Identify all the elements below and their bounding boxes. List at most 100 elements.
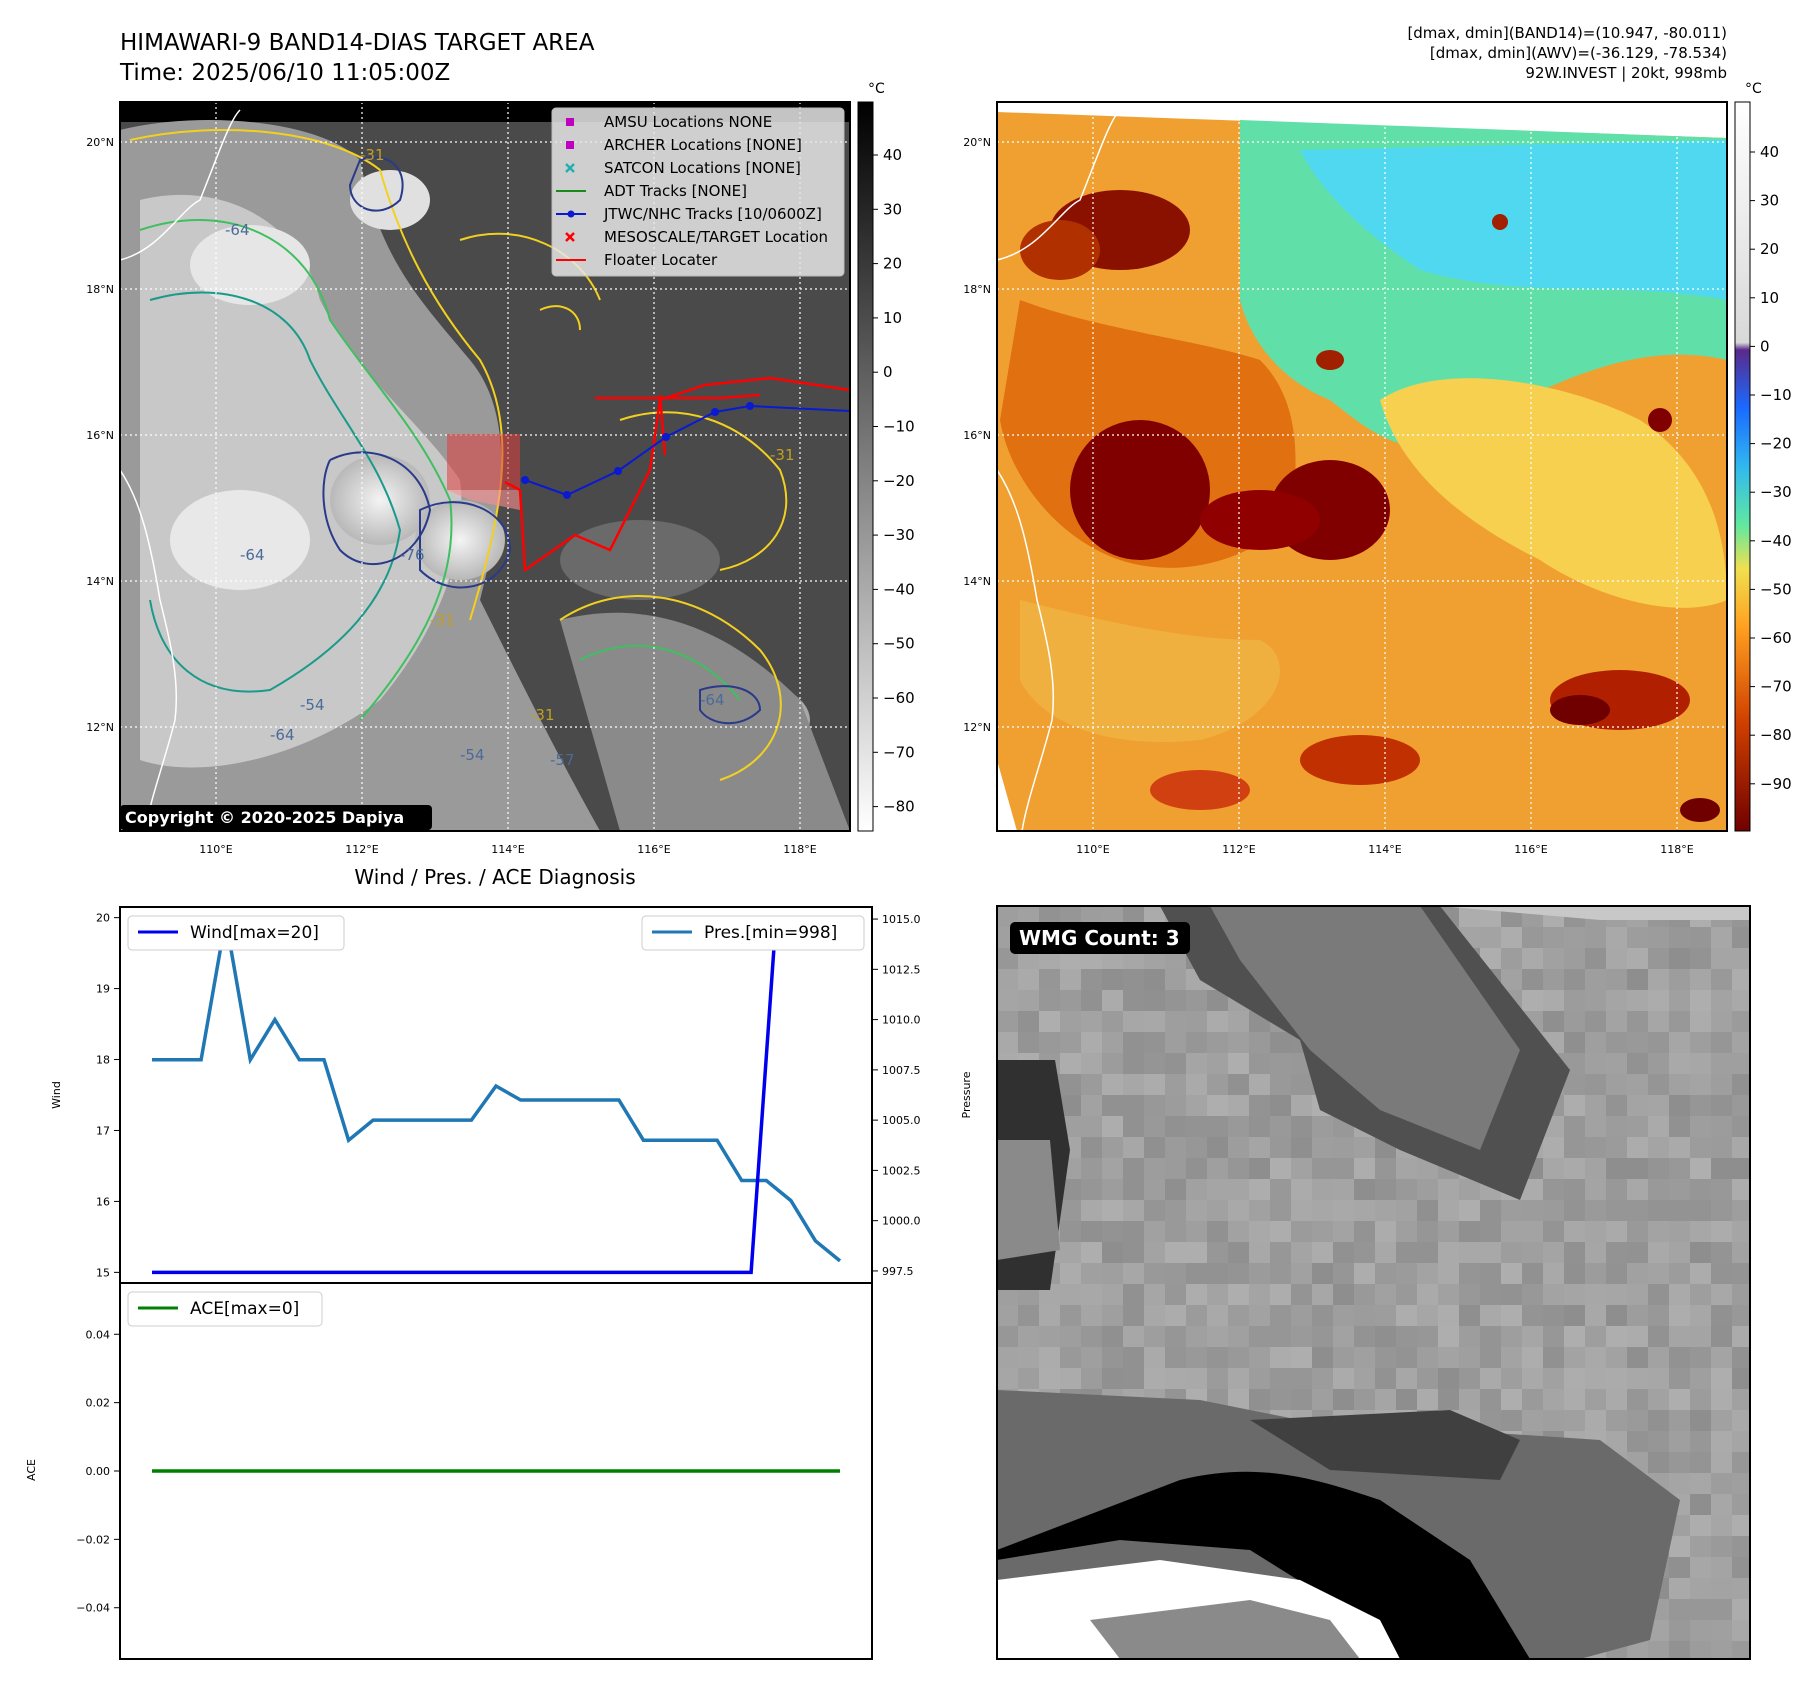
wmg-cell xyxy=(1459,1263,1480,1284)
wmg-cell xyxy=(1564,1053,1585,1074)
wmg-cell xyxy=(1165,1032,1186,1053)
wmg-cell xyxy=(1312,1284,1333,1305)
wmg-cell xyxy=(1228,1368,1249,1389)
lat-tick: 18°N xyxy=(86,283,114,296)
wmg-cell xyxy=(1732,1494,1750,1515)
wmg-cell xyxy=(1060,969,1081,990)
lon-tick: 110°E xyxy=(199,843,232,856)
wmg-cell xyxy=(1585,1326,1606,1347)
wmg-cell xyxy=(1501,948,1522,969)
wmg-cell xyxy=(1585,948,1606,969)
wmg-cell xyxy=(1039,1368,1060,1389)
wmg-cell xyxy=(1690,1452,1711,1473)
wmg-cell xyxy=(1186,1242,1207,1263)
wmg-cell xyxy=(1732,1137,1750,1158)
wmg-cell xyxy=(1564,1347,1585,1368)
wmg-cell xyxy=(997,969,1018,990)
wmg-cell xyxy=(1249,1242,1270,1263)
contour-label: -31 xyxy=(360,146,385,164)
wmg-cell xyxy=(1690,948,1711,969)
wmg-cell xyxy=(1648,1305,1669,1326)
wmg-cell xyxy=(1018,906,1039,927)
wmg-cell xyxy=(1711,1200,1732,1221)
wmg-cell xyxy=(1186,1200,1207,1221)
wmg-cell xyxy=(1522,1200,1543,1221)
wmg-cell xyxy=(1354,1389,1375,1410)
wmg-cell xyxy=(1228,1242,1249,1263)
wmg-cell xyxy=(1543,1326,1564,1347)
wmg-cell xyxy=(1690,1221,1711,1242)
wmg-cell xyxy=(1228,1158,1249,1179)
wmg-cell xyxy=(1501,1347,1522,1368)
info-storm: 92W.INVEST | 20kt, 998mb xyxy=(1525,64,1727,82)
wmg-cell xyxy=(1312,1368,1333,1389)
wmg-cell xyxy=(1102,1053,1123,1074)
wmg-cell xyxy=(1354,1137,1375,1158)
wmg-cell xyxy=(1543,1263,1564,1284)
wmg-cell xyxy=(1123,1011,1144,1032)
wmg-cell xyxy=(1690,1389,1711,1410)
ace-tick-label: −0.04 xyxy=(76,1602,110,1615)
wmg-cell xyxy=(1165,1263,1186,1284)
wmg-cell xyxy=(1564,927,1585,948)
wmg-cell xyxy=(1480,1263,1501,1284)
wmg-cell xyxy=(1060,1179,1081,1200)
wmg-cell xyxy=(1060,1347,1081,1368)
wmg-cell xyxy=(1333,1368,1354,1389)
wmg-cell xyxy=(1186,1074,1207,1095)
wmg-cell xyxy=(1711,1095,1732,1116)
wmg-cell xyxy=(1501,1221,1522,1242)
wmg-cell xyxy=(1459,1326,1480,1347)
wmg-cell xyxy=(1165,1095,1186,1116)
wmg-cell xyxy=(1228,1389,1249,1410)
wmg-cell xyxy=(1480,1389,1501,1410)
wmg-cell xyxy=(1207,1137,1228,1158)
wmg-cell xyxy=(1585,1242,1606,1263)
wmg-cell xyxy=(1186,1368,1207,1389)
contour-label: -54 xyxy=(460,746,485,764)
wmg-cell xyxy=(1690,1368,1711,1389)
wmg-cell xyxy=(1438,1200,1459,1221)
wmg-cell xyxy=(1606,948,1627,969)
contour-label: -54 xyxy=(300,696,325,714)
colorbar-tick-label: 10 xyxy=(1760,289,1779,307)
wmg-cell xyxy=(1123,1326,1144,1347)
wmg-cell xyxy=(1690,1053,1711,1074)
wmg-cell xyxy=(1606,1158,1627,1179)
wmg-cell xyxy=(1648,1284,1669,1305)
wmg-cell xyxy=(1312,1305,1333,1326)
wmg-cell xyxy=(1039,1011,1060,1032)
wmg-cell xyxy=(1249,1032,1270,1053)
wmg-cell xyxy=(1606,1263,1627,1284)
ace-legend: ACE[max=0] xyxy=(127,1291,323,1327)
wmg-cell xyxy=(1039,969,1060,990)
wmg-cell xyxy=(1123,969,1144,990)
wmg-cell xyxy=(1711,1116,1732,1137)
wmg-cell xyxy=(1732,1095,1750,1116)
wmg-cell xyxy=(1606,1347,1627,1368)
colorbar-tick-label: 40 xyxy=(1760,143,1779,161)
wmg-cell xyxy=(1081,1200,1102,1221)
wmg-cell xyxy=(1081,1116,1102,1137)
wmg-cell xyxy=(1564,1305,1585,1326)
wmg-cell xyxy=(1228,1074,1249,1095)
wmg-cell xyxy=(1690,1095,1711,1116)
wmg-cell xyxy=(1669,1032,1690,1053)
wmg-cell xyxy=(1123,1032,1144,1053)
wmg-cell xyxy=(1102,1032,1123,1053)
wmg-cell xyxy=(1732,1557,1750,1578)
wmg-cell xyxy=(1585,1368,1606,1389)
wmg-cell xyxy=(1711,969,1732,990)
wmg-cell xyxy=(1627,1011,1648,1032)
contour-label: -64 xyxy=(240,546,265,564)
wmg-cell xyxy=(1669,1137,1690,1158)
wmg-cell xyxy=(1669,1578,1690,1599)
wmg-cell xyxy=(1438,1326,1459,1347)
contour-label: -31 xyxy=(770,446,795,464)
wmg-cell xyxy=(1543,1137,1564,1158)
wmg-cell xyxy=(1480,1200,1501,1221)
wmg-cell xyxy=(1249,1095,1270,1116)
wmg-cell xyxy=(1207,1368,1228,1389)
wmg-cell xyxy=(1060,1284,1081,1305)
wmg-cell xyxy=(1627,1263,1648,1284)
